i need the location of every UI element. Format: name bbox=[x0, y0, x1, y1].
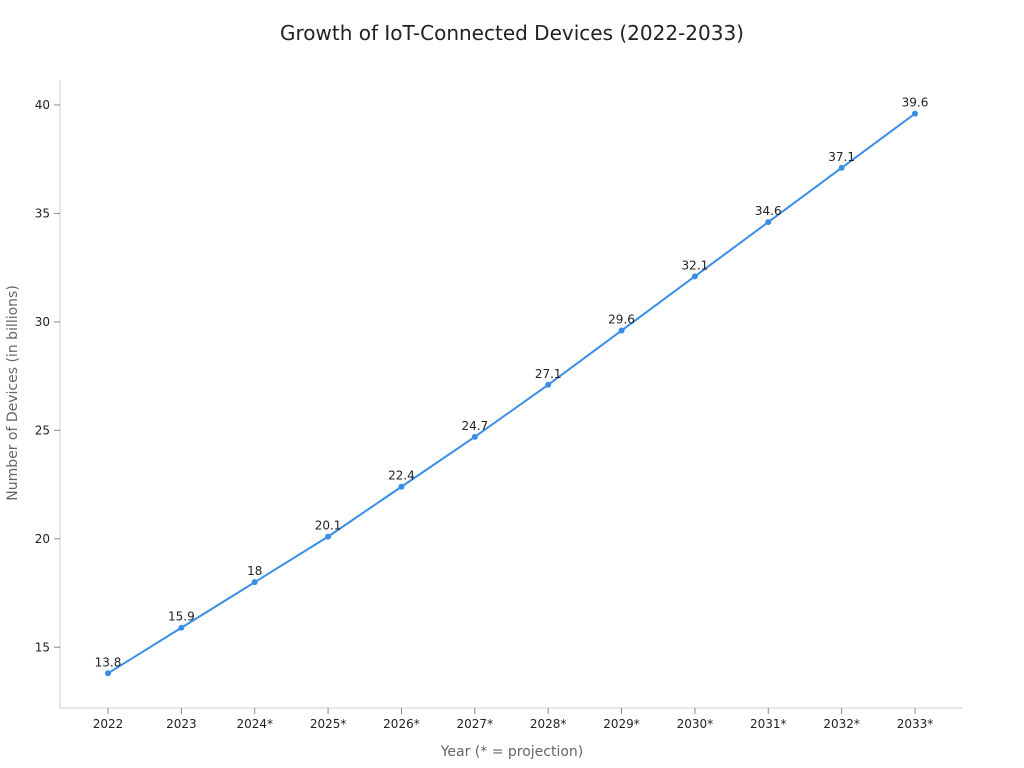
data-label: 18 bbox=[247, 564, 262, 578]
data-label: 27.1 bbox=[535, 367, 562, 381]
data-point bbox=[251, 579, 258, 586]
data-label: 29.6 bbox=[608, 313, 635, 327]
x-tick-label: 2030* bbox=[677, 717, 714, 731]
data-point bbox=[325, 533, 332, 540]
data-label: 39.6 bbox=[902, 96, 929, 110]
x-tick-label: 2024* bbox=[236, 717, 273, 731]
data-label: 32.1 bbox=[682, 258, 709, 272]
y-tick-label: 40 bbox=[35, 98, 50, 112]
data-point bbox=[691, 273, 698, 280]
y-axis-label: Number of Devices (in billions) bbox=[5, 285, 21, 501]
x-axis-label: Year (* = projection) bbox=[440, 744, 584, 760]
series-line bbox=[107, 112, 916, 675]
data-label: 37.1 bbox=[828, 150, 855, 164]
data-label: 15.9 bbox=[168, 610, 195, 624]
x-tick-label: 2026* bbox=[383, 717, 420, 731]
x-tick-label: 2022 bbox=[93, 717, 124, 731]
data-label: 24.7 bbox=[461, 419, 488, 433]
data-point bbox=[618, 327, 625, 334]
x-tick-label: 2028* bbox=[530, 717, 567, 731]
data-point bbox=[105, 670, 111, 677]
y-tick-label: 15 bbox=[35, 640, 50, 654]
x-tick-label: 2029* bbox=[603, 717, 640, 731]
x-tick-label: 2023 bbox=[166, 717, 197, 731]
data-point bbox=[178, 624, 185, 631]
x-tick-label: 2027* bbox=[457, 717, 494, 731]
data-point bbox=[398, 483, 405, 490]
data-label: 20.1 bbox=[315, 519, 342, 533]
x-tick-label: 2032* bbox=[823, 717, 860, 731]
data-point bbox=[765, 219, 772, 226]
data-point bbox=[545, 381, 552, 388]
data-label: 34.6 bbox=[755, 204, 782, 218]
x-tick-label: 2031* bbox=[750, 717, 787, 731]
data-point bbox=[471, 433, 478, 440]
y-tick-label: 25 bbox=[35, 423, 50, 437]
x-tick-label: 2025* bbox=[310, 717, 347, 731]
data-point bbox=[838, 164, 845, 171]
y-tick-label: 35 bbox=[35, 206, 50, 220]
data-point bbox=[912, 110, 918, 117]
chart-title: Growth of IoT-Connected Devices (2022-20… bbox=[280, 21, 744, 45]
data-label: 13.8 bbox=[95, 655, 122, 669]
y-tick-label: 20 bbox=[35, 532, 50, 546]
x-tick-label: 2033* bbox=[897, 717, 934, 731]
y-tick-label: 30 bbox=[35, 315, 50, 329]
data-label: 22.4 bbox=[388, 469, 415, 483]
